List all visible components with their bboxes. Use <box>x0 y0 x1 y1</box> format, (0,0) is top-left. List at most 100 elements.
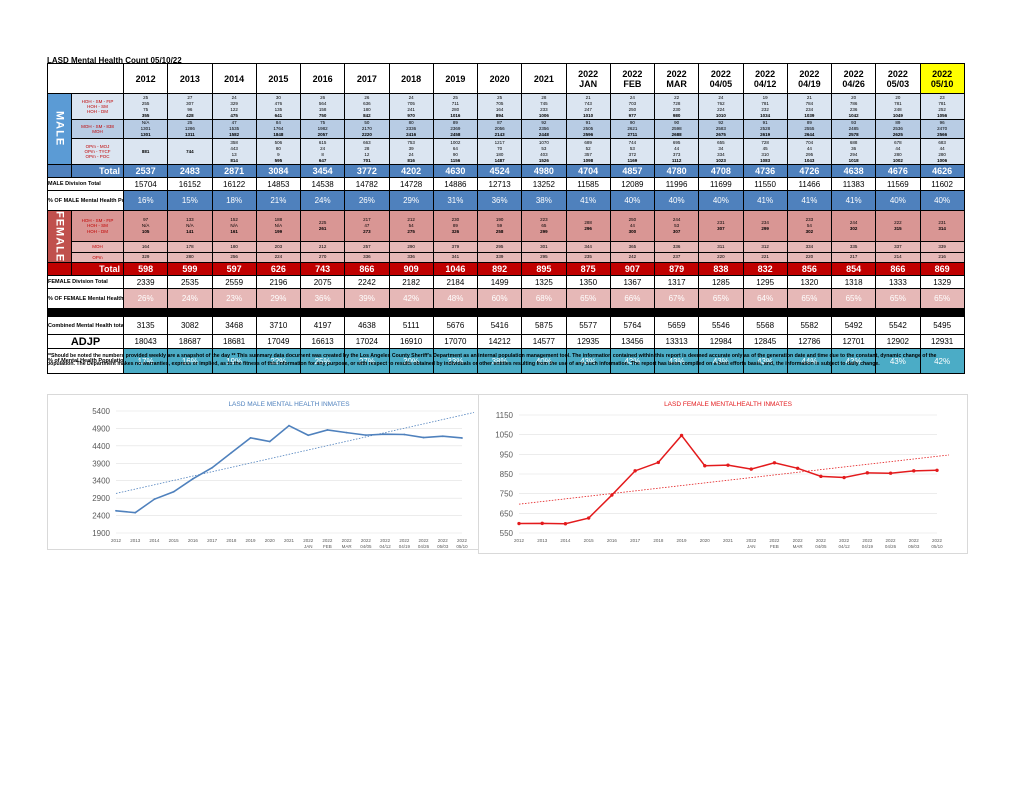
subcategory-label: OPm - POC <box>85 154 110 160</box>
subcategory-value: 2485 <box>848 126 859 131</box>
subcategory-value: 307 <box>672 228 681 234</box>
y-tick-label: 3400 <box>92 477 110 486</box>
x-tick-label: 2022 <box>322 538 333 543</box>
data-point <box>749 467 753 471</box>
column-header-year: 2022 <box>666 68 687 79</box>
x-tick-sublabel: FEB <box>770 544 779 549</box>
subcategory-value: 1487 <box>494 157 505 163</box>
subcategory-cell: 237 <box>653 251 700 264</box>
subcategory-cell: 178 <box>167 240 213 253</box>
female-total-cell: 1046 <box>432 262 479 277</box>
subcategory-value: 135 <box>274 106 283 112</box>
female-percentage-cell: 65% <box>565 288 611 310</box>
subcategory-value: 280 <box>894 151 902 157</box>
subcategory-value: 91 <box>762 120 768 126</box>
subcategory-value: 26 <box>320 94 326 100</box>
male-total-cell: 4630 <box>432 164 479 178</box>
overall-percentage-cell: 43% <box>565 348 611 375</box>
subcategory-value: 2675 <box>715 132 726 137</box>
subcategory-value: 53 <box>629 145 635 151</box>
subcategory-value: 90 <box>452 151 458 157</box>
subcategory-value: 13 <box>231 151 237 157</box>
x-tick-label: 2022 <box>438 538 449 543</box>
subcategory-label: HOH - SM <box>87 103 108 109</box>
subcategory-value: 842 <box>363 112 371 118</box>
x-tick-sublabel: 04/12 <box>379 544 391 549</box>
subcategory-value: 615 <box>318 139 327 145</box>
column-header: 2014 <box>211 63 257 94</box>
subcategory-value: 90 <box>629 120 635 126</box>
subcategory-cell: 312 <box>742 240 788 253</box>
subcategory-value: 122 <box>230 106 238 112</box>
subcategory-value: 59 <box>497 222 503 228</box>
adjp-cell: 16910 <box>388 334 434 350</box>
subcategory-cell: 220 <box>786 251 833 264</box>
subcategory-cell: 164 <box>122 240 169 253</box>
subcategory-cell: 231 314 <box>919 210 965 242</box>
column-header: 2015 <box>255 63 302 94</box>
subcategory-cell: 89 2555 2644 <box>786 119 833 139</box>
subcategory-cell: 91 2505 2596 <box>565 119 611 139</box>
subcategory-value: 273 <box>363 228 371 234</box>
subcategory-value: N/A <box>141 222 150 228</box>
subcategory-value: 231 <box>938 219 946 225</box>
subcategory-cell: 212 54 275 <box>388 210 434 242</box>
subcategory-value: 2170 <box>361 126 372 131</box>
male-percentage-cell: 40% <box>875 190 921 211</box>
female-division-total-cell: 2559 <box>211 275 257 290</box>
subcategory-value: 704 <box>805 139 814 145</box>
female-total-cell: 597 <box>211 262 257 277</box>
subcategory-value: 255 <box>141 100 150 106</box>
subcategory-value: 506 <box>274 139 283 145</box>
subcategory-value: 22 <box>674 94 680 100</box>
subcategory-value: 1301 <box>140 126 151 131</box>
subcategory-value: 1217 <box>494 139 505 145</box>
subcategory-value: 1083 <box>760 157 771 163</box>
column-header-year: 2015 <box>268 73 289 84</box>
adjp-cell: 12931 <box>919 334 965 350</box>
overall-percentage-cell: 43% <box>609 348 656 375</box>
subcategory-row: OPm - MOJ OPm - TYCF OPm - POC 881 744 358 443… <box>48 138 965 165</box>
x-tick-sublabel: MAR <box>793 544 804 549</box>
subcategory-cell: 223 65 299 <box>521 210 567 242</box>
female-total-row: Total 598 599 597 626 743 866 909 1046 892 895 875 9… <box>47 262 965 277</box>
subcategory-value: 250 <box>628 216 637 222</box>
adjp-cell: 17070 <box>432 334 479 350</box>
subcategory-value: 705 <box>407 100 415 106</box>
column-header-period: JAN <box>579 78 598 89</box>
subcategory-cell: 222 315 <box>875 210 921 242</box>
subcategory-cell: 217 <box>830 251 877 264</box>
subcategory-value: 1169 <box>627 157 638 163</box>
subcategory-cell: 152 N/A 161 <box>211 210 257 242</box>
sheet-title: LASD Mental Health Count 05/10/22 <box>47 56 182 65</box>
y-tick-label: 950 <box>500 450 514 459</box>
x-tick-label: 2019 <box>246 538 257 543</box>
chart-title: LASD MALE MENTAL HEALTH INMATES <box>228 401 350 408</box>
subcategory-value: 26 <box>364 94 370 100</box>
subcategory-value: 816 <box>407 157 415 163</box>
subcategory-value: 2644 <box>804 132 815 137</box>
column-header: 2022 05/03 <box>875 63 921 94</box>
subcategory-value: 212 <box>407 216 415 222</box>
subcategory-value: 180 <box>363 106 371 112</box>
female-percentage-label: % OF FEMALE Mental Health Population <box>47 288 124 310</box>
subcategory-cell: 250 44 300 <box>609 210 656 242</box>
subcategory-value: 44 <box>806 145 812 151</box>
subcategory-value: 24 <box>408 151 414 157</box>
male-division-total-cell: 11602 <box>919 177 965 191</box>
subcategory-value: 247 <box>584 106 592 112</box>
overall-percentage-cell: 30% <box>388 348 434 375</box>
female-division-total-cell: 1320 <box>786 275 833 290</box>
subcategory-cell: 336 <box>388 251 434 264</box>
subcategory-value: 96 <box>187 106 193 112</box>
subcategory-value: 311 <box>717 243 725 249</box>
subcategory-cell: 92 2583 2675 <box>698 119 744 139</box>
data-point <box>307 434 310 437</box>
male-division-total-label: MALE Division Total <box>47 177 124 191</box>
female-division-total-cell: 1295 <box>742 275 788 290</box>
subcategory-value: 190 <box>495 216 504 222</box>
subcategory-label: MOH <box>92 244 103 250</box>
male-percentage-cell: 40% <box>609 190 656 211</box>
subcategory-cell: 25 705 164 894 <box>476 93 523 120</box>
subcategory-value: 1002 <box>450 139 461 145</box>
